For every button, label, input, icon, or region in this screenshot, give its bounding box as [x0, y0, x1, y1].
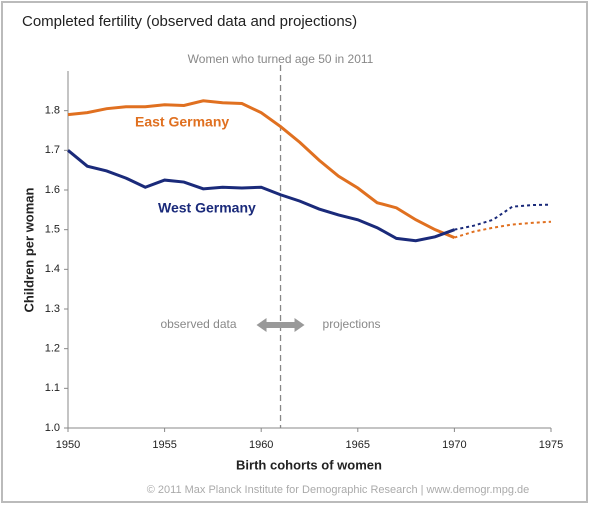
projection-line [454, 220, 552, 239]
x-tick-label: 1950 [56, 439, 80, 451]
projection-line [454, 203, 552, 231]
y-tick-label: 1.6 [45, 184, 60, 196]
x-tick-label: 1960 [249, 439, 273, 451]
x-tick-label: 1955 [152, 439, 176, 451]
chart-title: Completed fertility (observed data and p… [22, 13, 357, 30]
x-tick-label: 1970 [442, 439, 466, 451]
series-line [67, 149, 455, 243]
y-tick-label: 1.1 [45, 382, 60, 394]
x-axis-label: Birth cohorts of women [236, 457, 382, 472]
y-tick-label: 1.5 [45, 224, 60, 236]
series-label: East Germany [135, 114, 229, 130]
series-label: West Germany [158, 200, 256, 216]
y-tick-label: 1.7 [45, 144, 60, 156]
footer: © 2011 Max Planck Institute for Demograp… [147, 484, 530, 496]
arrow [256, 318, 305, 332]
y-tick-label: 1.3 [45, 303, 60, 315]
projection-label: projections [323, 317, 381, 331]
marker-label: Women who turned age 50 in 2011 [188, 52, 374, 66]
observed-label: observed data [160, 317, 236, 331]
y-tick-label: 1.4 [45, 263, 60, 275]
y-tick-label: 1.0 [45, 422, 60, 434]
x-tick-label: 1965 [346, 439, 370, 451]
series-line [67, 99, 455, 239]
y-tick-label: 1.2 [45, 343, 60, 355]
x-tick-label: 1975 [539, 439, 563, 451]
y-tick-label: 1.8 [45, 105, 60, 117]
y-axis-label: Children per woman [21, 187, 36, 312]
